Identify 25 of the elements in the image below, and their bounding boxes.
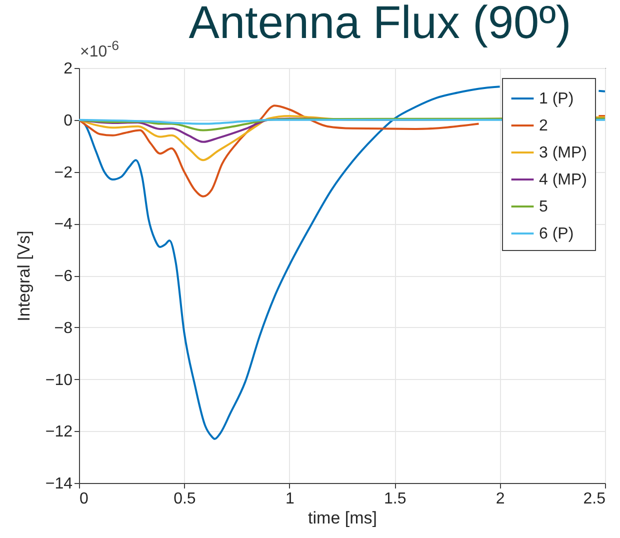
y-tick-label: −4 xyxy=(54,216,73,234)
y-axis-title: Integral [Vs] xyxy=(14,230,34,322)
y-tick-label: −12 xyxy=(45,424,73,441)
legend-label: 2 xyxy=(539,118,548,134)
x-tick-label: 2.5 xyxy=(583,490,606,508)
legend-label: 3 (MP) xyxy=(539,144,587,162)
text: ×10$^{-6}$ xyxy=(80,38,119,62)
y-tick-label: −14 xyxy=(45,476,73,492)
y-tick-label: −6 xyxy=(54,268,73,285)
legend-label: 5 xyxy=(539,198,548,216)
legend-label: 4 (MP) xyxy=(539,172,587,188)
legend-label: 6 (P) xyxy=(539,226,574,242)
x-tick-label: 1 xyxy=(285,490,294,508)
legend-label: 1 (P) xyxy=(539,90,574,108)
x-tick-label: 0 xyxy=(80,490,88,508)
x-tick-label: 0.5 xyxy=(174,490,196,508)
y-tick-label: −10 xyxy=(45,372,73,389)
y-tick-label: 2 xyxy=(64,60,73,78)
y-tick-label: −2 xyxy=(54,164,73,182)
chart-title: Antenna Flux (90º) xyxy=(188,0,572,48)
y-tick-label: 0 xyxy=(64,112,73,130)
x-tick-label: 2 xyxy=(496,490,505,508)
x-axis-title: time [ms] xyxy=(308,508,377,528)
x-tick-label: 1.5 xyxy=(384,490,406,508)
y-tick-label: −8 xyxy=(54,320,73,337)
